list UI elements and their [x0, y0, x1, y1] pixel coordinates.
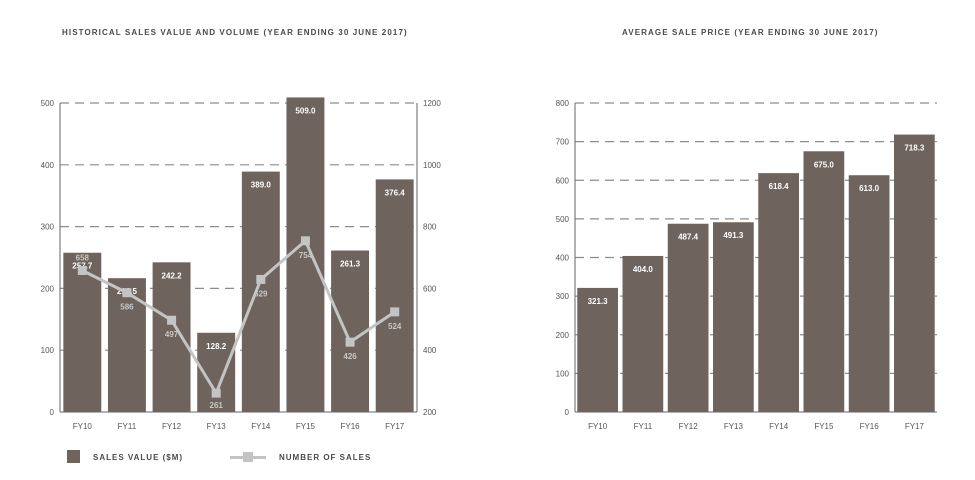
chart1-point-label: 261 — [210, 401, 224, 410]
chart2-bar-fy10 — [577, 287, 618, 412]
chart2-x-tick-label: FY13 — [724, 422, 744, 431]
chart1-y-tick-label: 200 — [41, 284, 55, 293]
chart2-bar-label: 404.0 — [633, 265, 654, 274]
chart2-y-tick-label: 100 — [556, 369, 570, 378]
chart2-y-tick-label: 700 — [556, 138, 570, 147]
chart1-line-point — [256, 274, 266, 284]
chart1-y2-tick-label: 600 — [423, 284, 437, 293]
chart2-x-tick-label: FY14 — [769, 422, 789, 431]
chart1-point-label: 586 — [120, 303, 134, 312]
chart1-bar-fy12 — [152, 262, 191, 412]
chart1-x-tick-label: FY12 — [162, 422, 182, 431]
chart1-y-tick-label: 0 — [50, 408, 55, 417]
chart1-x-tick-label: FY17 — [385, 422, 405, 431]
chart2-x-tick-label: FY12 — [679, 422, 699, 431]
legend-swatch-sales-value — [67, 450, 80, 463]
chart1-y-tick-label: 300 — [41, 223, 55, 232]
chart1-point-label: 426 — [343, 352, 357, 361]
chart2-y-tick-label: 400 — [556, 254, 570, 263]
chart2-x-tick-label: FY15 — [814, 422, 834, 431]
chart2-bar-fy11 — [622, 255, 664, 412]
chart1-x-tick-label: FY10 — [73, 422, 93, 431]
chart2-y-tick-label: 600 — [556, 176, 570, 185]
chart1-line-point — [167, 315, 177, 325]
chart1-line-point — [122, 288, 132, 298]
chart2-y-tick-label: 300 — [556, 292, 570, 301]
chart2-bar-label: 321.3 — [588, 297, 609, 306]
chart1-x-tick-label: FY14 — [251, 422, 271, 431]
chart1-number-of-sales-line — [81, 238, 396, 397]
chart2-bar-fy17 — [894, 134, 935, 412]
chart1-line-point — [300, 236, 310, 246]
chart1-point-label: 754 — [299, 251, 313, 260]
chart1-y2-tick-label: 1200 — [423, 99, 441, 108]
chart2-bar-label: 718.3 — [904, 144, 925, 153]
chart1-title: HISTORICAL SALES VALUE AND VOLUME (YEAR … — [62, 28, 408, 37]
chart1-y2-tick-label: 400 — [423, 346, 437, 355]
legend-label-number-of-sales: NUMBER OF SALES — [279, 453, 372, 462]
chart2-y-tick-label: 800 — [556, 99, 570, 108]
chart2-x-tick-label: FY17 — [905, 422, 925, 431]
chart1-bar-label: 376.4 — [385, 188, 406, 197]
chart2-y-tick-label: 0 — [565, 408, 570, 417]
chart1-bar-label: 128.2 — [206, 342, 227, 351]
chart1-bar-label: 261.3 — [340, 260, 361, 269]
chart1-y2-tick-label: 800 — [423, 223, 437, 232]
chart1-bar-label: 509.0 — [295, 106, 316, 115]
chart1-y2-tick-label: 200 — [423, 408, 437, 417]
chart2-bar-label: 487.4 — [678, 233, 699, 242]
chart2-bar-label: 675.0 — [814, 160, 835, 169]
chart1-bar-fy11 — [107, 278, 146, 412]
chart2-x-tick-label: FY11 — [634, 422, 653, 431]
chart2-bar-fy14 — [758, 173, 799, 412]
chart1-line-point — [77, 265, 87, 275]
legend-label-sales-value: SALES VALUE ($M) — [93, 453, 184, 462]
chart1-point-label: 524 — [388, 322, 402, 331]
chart1-point-label: 497 — [165, 330, 179, 339]
chart1-bar-fy17 — [375, 179, 414, 412]
chart1-bar-fy15 — [286, 97, 325, 413]
chart1-bar-fy10 — [63, 252, 102, 412]
chart1-y2-tick-label: 1000 — [423, 161, 441, 170]
chart2-bar-label: 613.0 — [859, 184, 880, 193]
chart2-bar-fy12 — [667, 223, 709, 412]
chart1-line-point — [390, 307, 400, 317]
chart1-y-tick-label: 100 — [41, 346, 55, 355]
chart1-y-tick-label: 400 — [41, 161, 55, 170]
chart1-line-point — [345, 337, 355, 347]
chart2-y-tick-label: 200 — [556, 331, 570, 340]
chart2-x-tick-label: FY16 — [860, 422, 880, 431]
chart2-y-tick-label: 500 — [556, 215, 570, 224]
chart2-bar-label: 491.3 — [723, 231, 744, 240]
chart1-point-label: 629 — [254, 289, 268, 298]
chart1-y-tick-label: 500 — [41, 99, 55, 108]
chart1-x-tick-label: FY13 — [207, 422, 227, 431]
chart1-bar-fy14 — [241, 171, 280, 412]
chart2-title: AVERAGE SALE PRICE (YEAR ENDING 30 JUNE … — [622, 28, 879, 37]
chart2-bar-label: 618.4 — [769, 182, 790, 191]
chart1-line-point — [211, 388, 221, 398]
legend-marker-number-of-sales — [243, 452, 253, 462]
chart1-bar-label: 389.0 — [251, 181, 272, 190]
chart2-bar-fy15 — [803, 151, 845, 412]
chart2-bar-fy16 — [848, 175, 890, 412]
chart1-x-tick-label: FY15 — [296, 422, 316, 431]
chart2-x-tick-label: FY10 — [588, 422, 608, 431]
chart1-bar-label: 242.2 — [162, 271, 183, 280]
chart1-bar-fy16 — [331, 250, 370, 412]
chart2-bar-fy13 — [713, 222, 754, 412]
chart1-x-tick-label: FY16 — [341, 422, 361, 431]
chart1-point-label: 658 — [76, 253, 90, 262]
chart1-x-tick-label: FY11 — [118, 422, 137, 431]
